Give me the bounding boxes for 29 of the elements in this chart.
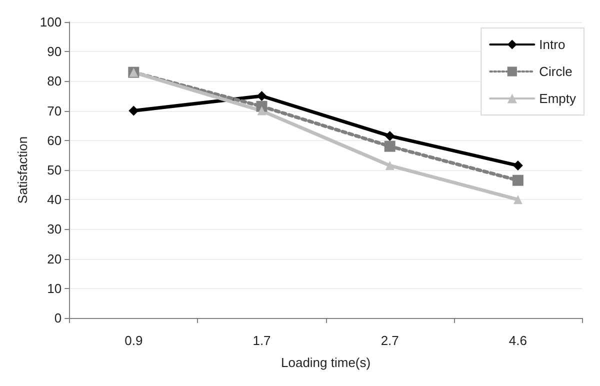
x-tick-label: 1.7 [252, 333, 271, 348]
point [385, 161, 394, 170]
point [513, 195, 522, 204]
y-tick-label: 40 [47, 192, 62, 208]
point [512, 174, 524, 186]
x-axis-title: Loading time(s) [280, 355, 371, 370]
y-tick-label: 60 [47, 132, 62, 148]
legend-label: Empty [539, 91, 576, 106]
point [384, 140, 396, 152]
point [384, 130, 395, 141]
point [257, 106, 266, 116]
point [128, 106, 139, 116]
y-tick-label: 10 [47, 280, 62, 296]
y-tick-label: 20 [47, 251, 62, 266]
y-tick-label: 0 [54, 310, 62, 326]
legend-label: Circle [539, 64, 572, 79]
point [256, 91, 267, 101]
x-tick-label: 4.6 [508, 333, 527, 348]
x-tick-label: 0.9 [124, 333, 143, 348]
point [512, 160, 523, 171]
y-tick-label: 100 [40, 14, 62, 30]
y-tick-label: 50 [47, 162, 62, 178]
legend-label: Intro [539, 37, 566, 52]
y-tick-label: 30 [47, 222, 62, 237]
y-tick-label: 90 [47, 44, 62, 60]
y-tick-label: 70 [47, 103, 62, 118]
x-tick-label: 2.7 [380, 333, 399, 348]
y-axis-title: Satisfaction [15, 136, 30, 204]
y-tick-label: 80 [47, 74, 62, 89]
